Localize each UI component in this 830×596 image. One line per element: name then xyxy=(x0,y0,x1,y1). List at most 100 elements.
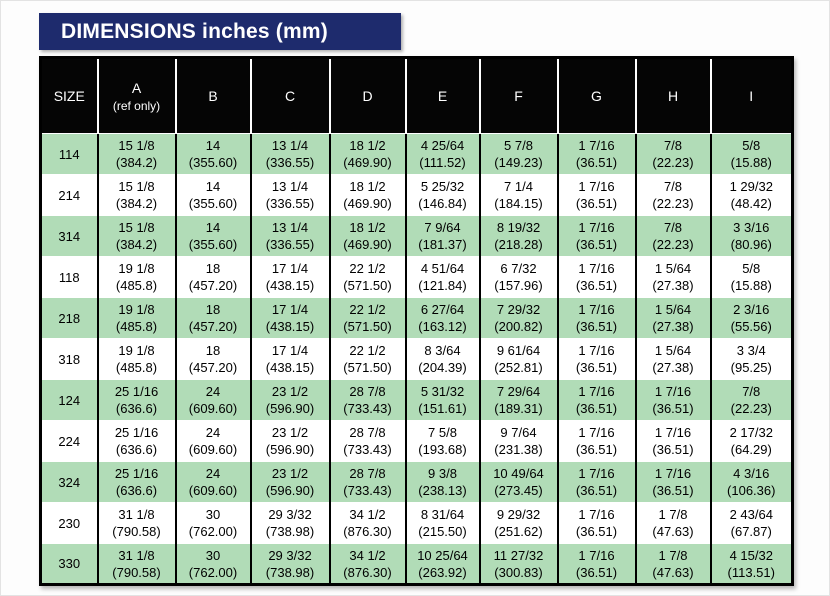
mm-value: (48.42) xyxy=(730,196,772,211)
inches-value: 1 7/8 xyxy=(658,507,688,522)
table-row-218: 218 19 1/8 (485.8) 18 (457.20) 17 1/4 (438.15)… xyxy=(40,297,793,339)
dim-cell-h: 1 5/64 (27.38) xyxy=(634,338,711,380)
inches-value: 9 29/32 xyxy=(496,507,541,522)
mm-value: (609.60) xyxy=(188,442,238,457)
dim-cell-d: 18 1/2 (469.90) xyxy=(328,133,406,175)
mm-value: (218.28) xyxy=(494,237,543,252)
inches-value: 9 7/64 xyxy=(500,425,537,440)
dim-cell-e: 10 25/64 (263.92) xyxy=(404,543,480,585)
dim-cell-d: 28 7/8 (733.43) xyxy=(328,379,406,421)
dim-cell-a: 19 1/8 (485.8) xyxy=(96,297,176,339)
mm-value: (163.12) xyxy=(418,319,467,334)
dim-cell-c: 17 1/4 (438.15) xyxy=(249,338,330,380)
mm-value: (22.23) xyxy=(652,196,694,211)
table-body: 114 15 1/8 (384.2) 14 (355.60) 13 1/4 (336.55)… xyxy=(40,133,793,585)
inches-value: 22 1/2 xyxy=(349,343,386,358)
table-row-124: 124 25 1/16 (636.6) 24 (609.60) 23 1/2 (596.90… xyxy=(40,379,793,421)
dim-cell-d: 28 7/8 (733.43) xyxy=(328,420,406,462)
dim-cell-h: 1 7/16 (36.51) xyxy=(634,461,711,503)
inches-value: 24 xyxy=(205,384,221,399)
inches-value: 5/8 xyxy=(742,261,761,276)
mm-value: (146.84) xyxy=(418,196,467,211)
dim-cell-b: 18 (457.20) xyxy=(174,256,251,298)
mm-value: (36.51) xyxy=(575,483,618,498)
dim-cell-g: 1 7/16 (36.51) xyxy=(556,502,636,544)
dim-cell-c: 17 1/4 (438.15) xyxy=(249,256,330,298)
dim-cell-d: 34 1/2 (876.30) xyxy=(328,543,406,585)
mm-value: (47.63) xyxy=(652,564,694,580)
dim-cell-f: 10 49/64 (273.45) xyxy=(478,461,558,503)
inches-value: 7 1/4 xyxy=(504,179,533,194)
inches-value: 1 7/16 xyxy=(578,343,615,358)
inches-value: 10 49/64 xyxy=(493,466,544,481)
inches-value: 1 7/16 xyxy=(578,220,615,235)
dim-cell-c: 29 3/32 (738.98) xyxy=(249,543,330,585)
mm-value: (36.51) xyxy=(652,483,694,498)
inches-value: 13 1/4 xyxy=(271,138,309,153)
dim-cell-f: 11 27/32 (300.83) xyxy=(478,543,558,585)
mm-value: (438.15) xyxy=(265,278,315,293)
dim-cell-a: 25 1/16 (636.6) xyxy=(96,379,176,421)
mm-value: (469.90) xyxy=(343,196,392,211)
mm-value: (193.68) xyxy=(418,442,467,457)
dim-cell-c: 13 1/4 (336.55) xyxy=(249,174,330,216)
inches-value: 7/8 xyxy=(742,384,761,399)
dim-cell-a: 25 1/16 (636.6) xyxy=(96,461,176,503)
table-row-114: 114 15 1/8 (384.2) 14 (355.60) 13 1/4 (336.55)… xyxy=(40,133,793,175)
column-label: I xyxy=(749,88,754,104)
dim-cell-g: 1 7/16 (36.51) xyxy=(556,256,636,298)
inches-value: 22 1/2 xyxy=(349,302,386,317)
mm-value: (36.51) xyxy=(575,401,618,416)
dimensions-table: SIZE A (ref only) B C D E F G H I 114 15 1/8 (384.2)… xyxy=(39,56,794,586)
inches-value: 19 1/8 xyxy=(118,302,155,317)
dim-cell-c: 13 1/4 (336.55) xyxy=(249,215,330,257)
dim-cell-f: 7 29/64 (189.31) xyxy=(478,379,558,421)
mm-value: (762.00) xyxy=(188,564,238,580)
mm-value: (790.58) xyxy=(112,564,161,580)
inches-value: 31 1/8 xyxy=(118,547,155,563)
mm-value: (384.2) xyxy=(115,237,158,252)
inches-value: 1 7/16 xyxy=(654,466,692,481)
dim-cell-a: 15 1/8 (384.2) xyxy=(96,215,176,257)
inches-value: 30 xyxy=(205,507,221,522)
mm-value: (106.36) xyxy=(727,483,776,498)
inches-value: 15 1/8 xyxy=(118,220,155,235)
dim-cell-c: 23 1/2 (596.90) xyxy=(249,379,330,421)
dim-cell-e: 5 25/32 (146.84) xyxy=(404,174,480,216)
mm-value: (609.60) xyxy=(188,401,238,416)
inches-value: 14 xyxy=(205,179,221,194)
dim-cell-c: 13 1/4 (336.55) xyxy=(249,133,330,175)
mm-value: (571.50) xyxy=(343,278,392,293)
mm-value: (27.38) xyxy=(652,278,694,293)
mm-value: (189.31) xyxy=(494,401,543,416)
dim-cell-h: 1 7/8 (47.63) xyxy=(634,502,711,544)
inches-value: 6 7/32 xyxy=(500,261,537,276)
dim-cell-i: 4 3/16 (106.36) xyxy=(709,461,793,503)
dim-cell-b: 14 (355.60) xyxy=(174,174,251,216)
dim-cell-f: 9 29/32 (251.62) xyxy=(478,502,558,544)
mm-value: (485.8) xyxy=(115,319,158,334)
mm-value: (571.50) xyxy=(343,360,392,375)
inches-value: 4 15/32 xyxy=(729,547,773,563)
mm-value: (22.23) xyxy=(652,155,694,170)
mm-value: (15.88) xyxy=(730,278,772,293)
dim-cell-a: 15 1/8 (384.2) xyxy=(96,174,176,216)
mm-value: (64.29) xyxy=(730,442,772,457)
dim-cell-f: 8 19/32 (218.28) xyxy=(478,215,558,257)
mm-value: (113.51) xyxy=(727,564,775,580)
inches-value: 28 7/8 xyxy=(349,425,386,440)
inches-value: 18 1/2 xyxy=(349,220,386,235)
dim-cell-a: 31 1/8 (790.58) xyxy=(96,543,176,585)
dim-cell-i: 1 29/32 (48.42) xyxy=(709,174,793,216)
inches-value: 18 1/2 xyxy=(349,179,386,194)
mm-value: (636.6) xyxy=(115,442,158,457)
mm-value: (457.20) xyxy=(188,319,238,334)
mm-value: (355.60) xyxy=(188,155,238,170)
mm-value: (15.88) xyxy=(730,155,772,170)
mm-value: (336.55) xyxy=(265,155,315,170)
mm-value: (485.8) xyxy=(115,278,158,293)
inches-value: 7/8 xyxy=(663,220,683,235)
table-header: SIZE A (ref only) B C D E F G H I xyxy=(40,57,793,134)
mm-value: (355.60) xyxy=(188,196,238,211)
